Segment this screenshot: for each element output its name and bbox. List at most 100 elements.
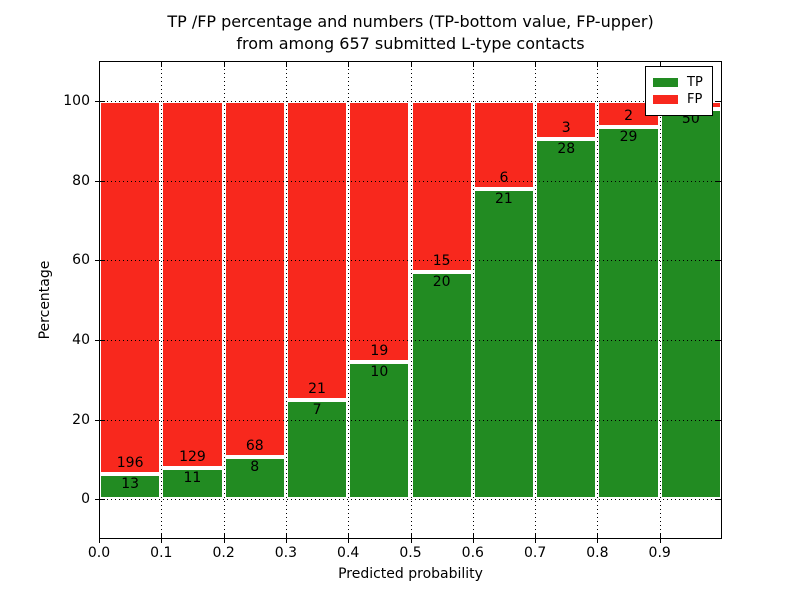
legend-label-tp: TP: [687, 75, 703, 90]
x-tick-mark: [597, 539, 599, 543]
x-tick-mark: [285, 61, 287, 67]
y-tick-mark: [716, 419, 722, 421]
y-tick-mark: [99, 419, 105, 421]
x-tick-mark: [410, 533, 412, 539]
y-tick-mark: [95, 180, 99, 182]
bar-segment-fp: [99, 100, 162, 475]
x-tick-mark: [285, 533, 287, 539]
bar-segment-fp: [285, 100, 349, 400]
y-tick-mark: [95, 100, 99, 102]
v-gridline: [659, 61, 661, 539]
y-tick-label: 40: [72, 331, 90, 348]
y-tick-mark: [99, 339, 105, 341]
x-tick-mark: [472, 61, 474, 67]
tp-count-label: 13: [121, 476, 140, 493]
x-tick-mark: [659, 61, 661, 67]
x-tick-mark: [535, 533, 537, 539]
legend: TP FP: [645, 66, 713, 116]
bar-segment-tp: [535, 139, 598, 500]
bar-segment-tp: [597, 126, 660, 500]
bar-segment-tp: [285, 399, 349, 500]
chart-title-line1: TP /FP percentage and numbers (TP-bottom…: [167, 12, 654, 31]
x-tick-label: 0.3: [274, 545, 298, 561]
tp-count-label: 28: [557, 141, 576, 158]
y-tick-mark: [95, 499, 99, 501]
fp-count-label: 2: [624, 107, 634, 124]
y-tick-mark: [716, 499, 722, 501]
x-tick-mark: [535, 539, 537, 543]
x-tick-label: 0.8: [586, 545, 609, 561]
tp-count-label: 21: [495, 191, 513, 208]
v-gridline: [472, 61, 474, 539]
y-tick-mark: [716, 339, 722, 341]
bar-segment-tp: [161, 467, 224, 500]
x-tick-mark: [535, 61, 537, 67]
x-tick-mark: [223, 539, 225, 543]
fp-count-label: 6: [499, 170, 509, 187]
tp-count-label: 11: [183, 469, 202, 486]
x-tick-label: 0.5: [399, 545, 422, 561]
x-tick-mark: [597, 61, 599, 67]
v-gridline: [410, 61, 412, 539]
x-tick-mark: [223, 61, 225, 67]
x-tick-mark: [99, 539, 100, 543]
tp-count-label: 7: [312, 401, 322, 418]
bar-segment-tp: [99, 474, 162, 500]
x-tick-mark: [410, 539, 412, 543]
fp-count-label: 68: [245, 438, 264, 455]
x-tick-mark: [348, 61, 350, 67]
fp-count-label: 19: [370, 342, 389, 359]
legend-item-fp: FP: [653, 92, 703, 107]
bar-segment-fp: [472, 100, 536, 190]
y-tick-mark: [99, 499, 105, 501]
y-tick-label: 100: [63, 92, 90, 109]
fp-count-label: 15: [432, 252, 451, 269]
bar-segment-tp: [659, 108, 722, 500]
plot-area: 196 13 129 11 68 8 21 7 19 10 15 20 6 21 3 28 2 29 50 0.0 0…: [63, 61, 722, 561]
x-tick-mark: [597, 533, 599, 539]
fp-count-label: 196: [116, 455, 144, 472]
chart-title-line2: from among 657 submitted L-type contacts: [236, 34, 585, 53]
y-tick-mark: [95, 260, 99, 262]
x-tick-label: 0.1: [150, 545, 173, 561]
v-gridline: [285, 61, 287, 539]
bar-segment-fp: [348, 100, 411, 362]
x-tick-mark: [223, 533, 225, 539]
y-tick-mark: [716, 260, 722, 262]
x-tick-mark: [472, 539, 474, 543]
tp-count-label: 8: [250, 459, 260, 476]
fp-count-label: 129: [179, 448, 206, 465]
x-tick-label: 0.0: [87, 545, 111, 561]
fp-color-swatch: [653, 95, 678, 104]
legend-item-tp: TP: [653, 75, 703, 90]
y-tick-label: 20: [72, 411, 90, 428]
y-tick-mark: [99, 180, 105, 182]
x-tick-mark: [659, 539, 661, 543]
v-gridline: [161, 61, 163, 539]
bar-segment-fp: [161, 100, 224, 468]
x-tick-mark: [348, 539, 350, 543]
v-gridline: [535, 61, 537, 539]
x-tick-mark: [410, 61, 412, 67]
x-axis-label: Predicted probability: [338, 566, 483, 582]
v-gridline: [348, 61, 350, 539]
x-tick-mark: [659, 533, 661, 539]
y-tick-mark: [99, 260, 105, 262]
bar-segment-tp: [348, 361, 411, 500]
x-tick-mark: [99, 61, 100, 67]
x-tick-label: 0.2: [212, 545, 235, 561]
y-tick-label: 0: [81, 491, 90, 508]
x-tick-mark: [348, 533, 350, 539]
x-tick-mark: [161, 533, 163, 539]
x-tick-label: 0.9: [648, 545, 671, 561]
tp-count-label: 20: [432, 273, 451, 290]
bar-segment-tp: [223, 457, 286, 500]
tp-count-label: 10: [370, 363, 389, 380]
bar-segment-fp: [223, 100, 286, 458]
x-tick-label: 0.4: [337, 545, 360, 561]
x-tick-label: 0.7: [523, 545, 547, 561]
fp-count-label: 3: [561, 120, 571, 137]
y-tick-label: 60: [72, 252, 90, 269]
y-tick-mark: [716, 180, 722, 182]
legend-label-fp: FP: [687, 92, 703, 107]
